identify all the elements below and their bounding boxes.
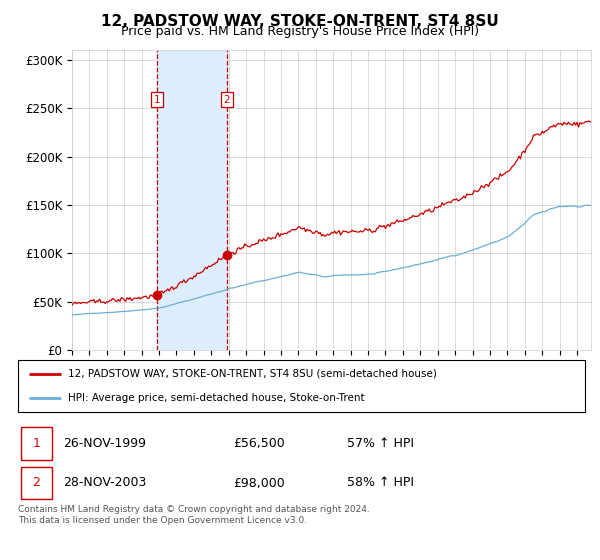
FancyBboxPatch shape — [21, 427, 52, 460]
Text: 1: 1 — [154, 95, 161, 105]
FancyBboxPatch shape — [18, 360, 585, 412]
Text: 12, PADSTOW WAY, STOKE-ON-TRENT, ST4 8SU (semi-detached house): 12, PADSTOW WAY, STOKE-ON-TRENT, ST4 8SU… — [68, 369, 437, 379]
Text: £56,500: £56,500 — [233, 437, 285, 450]
Text: 2: 2 — [32, 477, 40, 489]
Text: 2: 2 — [224, 95, 230, 105]
Text: £98,000: £98,000 — [233, 477, 285, 489]
Text: 57% ↑ HPI: 57% ↑ HPI — [347, 437, 414, 450]
Text: 26-NOV-1999: 26-NOV-1999 — [64, 437, 146, 450]
Text: 58% ↑ HPI: 58% ↑ HPI — [347, 477, 414, 489]
Text: HPI: Average price, semi-detached house, Stoke-on-Trent: HPI: Average price, semi-detached house,… — [68, 393, 365, 403]
Bar — [157, 50, 227, 350]
Text: 1: 1 — [32, 437, 40, 450]
Text: Price paid vs. HM Land Registry's House Price Index (HPI): Price paid vs. HM Land Registry's House … — [121, 25, 479, 38]
FancyBboxPatch shape — [21, 466, 52, 500]
Text: 12, PADSTOW WAY, STOKE-ON-TRENT, ST4 8SU: 12, PADSTOW WAY, STOKE-ON-TRENT, ST4 8SU — [101, 14, 499, 29]
Text: 28-NOV-2003: 28-NOV-2003 — [64, 477, 147, 489]
Text: Contains HM Land Registry data © Crown copyright and database right 2024.
This d: Contains HM Land Registry data © Crown c… — [18, 505, 370, 525]
